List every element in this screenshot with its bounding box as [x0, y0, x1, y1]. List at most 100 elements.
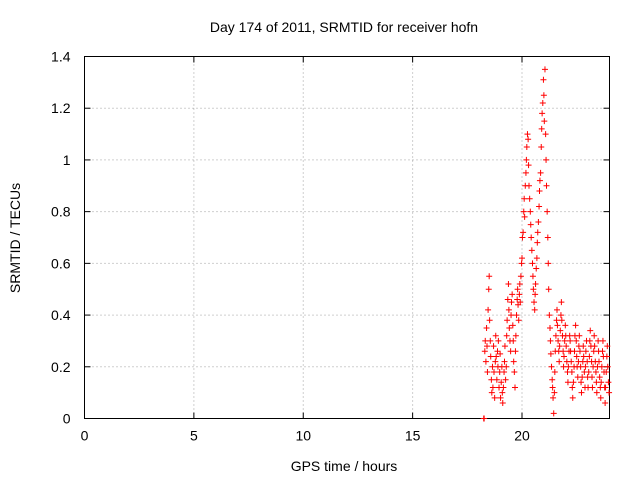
data-point — [488, 389, 495, 396]
data-point — [493, 353, 500, 360]
data-point — [596, 358, 602, 365]
data-point — [513, 312, 520, 319]
data-point — [602, 399, 609, 406]
data-point — [529, 273, 536, 280]
data-point — [509, 291, 516, 298]
data-points — [480, 66, 613, 422]
data-point — [567, 337, 574, 344]
data-point — [561, 337, 568, 344]
data-point — [585, 368, 592, 375]
data-point — [533, 255, 540, 262]
data-point — [528, 247, 535, 254]
data-point — [563, 343, 570, 350]
data-point — [498, 379, 505, 386]
data-point — [587, 327, 594, 334]
x-tick-label: 15 — [405, 428, 421, 444]
data-point — [604, 363, 611, 370]
data-point — [560, 348, 567, 355]
data-point — [550, 410, 557, 417]
data-point — [516, 291, 523, 298]
data-point — [545, 260, 552, 267]
x-tick-label: 0 — [81, 428, 89, 444]
data-point — [591, 343, 598, 350]
data-point — [534, 239, 541, 246]
data-point — [578, 389, 585, 396]
data-point — [591, 332, 598, 339]
data-point — [598, 379, 605, 386]
data-point — [570, 379, 577, 386]
data-point — [497, 350, 504, 357]
data-point — [505, 281, 512, 288]
data-point — [605, 379, 612, 386]
data-point — [566, 332, 573, 339]
data-point — [597, 394, 604, 401]
data-point — [482, 337, 489, 344]
data-point — [488, 376, 495, 383]
data-point — [561, 353, 567, 360]
data-point — [551, 389, 558, 396]
data-point — [484, 343, 490, 350]
data-point — [512, 348, 519, 355]
y-tick-label: 1 — [63, 152, 71, 168]
data-point — [592, 368, 599, 375]
data-point — [558, 317, 565, 324]
data-point — [504, 296, 511, 303]
data-point — [598, 363, 605, 370]
data-point — [571, 348, 578, 355]
data-point — [586, 353, 593, 360]
data-point — [554, 306, 560, 313]
data-point — [525, 136, 532, 143]
data-point — [552, 332, 559, 339]
data-point — [540, 76, 547, 83]
data-point — [536, 177, 543, 184]
data-point — [484, 368, 491, 375]
data-point — [519, 255, 525, 262]
y-tick-label: 0.6 — [51, 255, 71, 271]
data-point — [485, 306, 492, 313]
data-point — [482, 358, 489, 365]
y-tick-label: 1.2 — [51, 100, 71, 116]
data-point — [534, 229, 541, 236]
data-point — [499, 389, 506, 396]
data-point — [510, 358, 517, 365]
data-point — [569, 394, 576, 401]
data-point — [528, 234, 535, 241]
data-point — [606, 389, 613, 396]
data-point — [532, 291, 539, 298]
y-axis-label: SRMTID / TECUs — [7, 183, 23, 293]
data-point — [569, 384, 576, 391]
data-point — [523, 156, 530, 163]
data-point — [485, 286, 492, 293]
data-point — [573, 337, 580, 344]
data-point — [516, 281, 523, 288]
data-point — [500, 384, 507, 391]
data-point — [578, 379, 585, 386]
data-point — [547, 337, 554, 344]
data-point — [596, 374, 603, 381]
data-point — [501, 358, 508, 365]
data-point — [555, 337, 562, 344]
data-point — [542, 131, 549, 138]
data-point — [541, 118, 548, 125]
data-point — [531, 299, 538, 306]
data-point — [494, 348, 501, 355]
data-point — [531, 306, 538, 313]
data-point — [508, 312, 515, 319]
data-point — [491, 394, 498, 401]
data-point — [486, 273, 493, 280]
data-point — [554, 322, 561, 329]
data-point — [579, 374, 586, 381]
data-point — [586, 337, 593, 344]
data-point — [540, 92, 547, 99]
data-point — [523, 144, 530, 150]
data-point — [502, 376, 509, 383]
data-point — [518, 260, 525, 267]
data-point — [514, 286, 521, 293]
axis-ticks: 0 5 10 15 20 0 0.2 0.4 0.6 0.8 1 1.2 1.4 — [51, 49, 610, 444]
data-point — [491, 368, 497, 375]
data-point — [538, 144, 545, 150]
data-point — [517, 299, 524, 306]
data-point — [499, 399, 506, 406]
data-point — [487, 337, 494, 344]
data-point — [514, 296, 521, 303]
